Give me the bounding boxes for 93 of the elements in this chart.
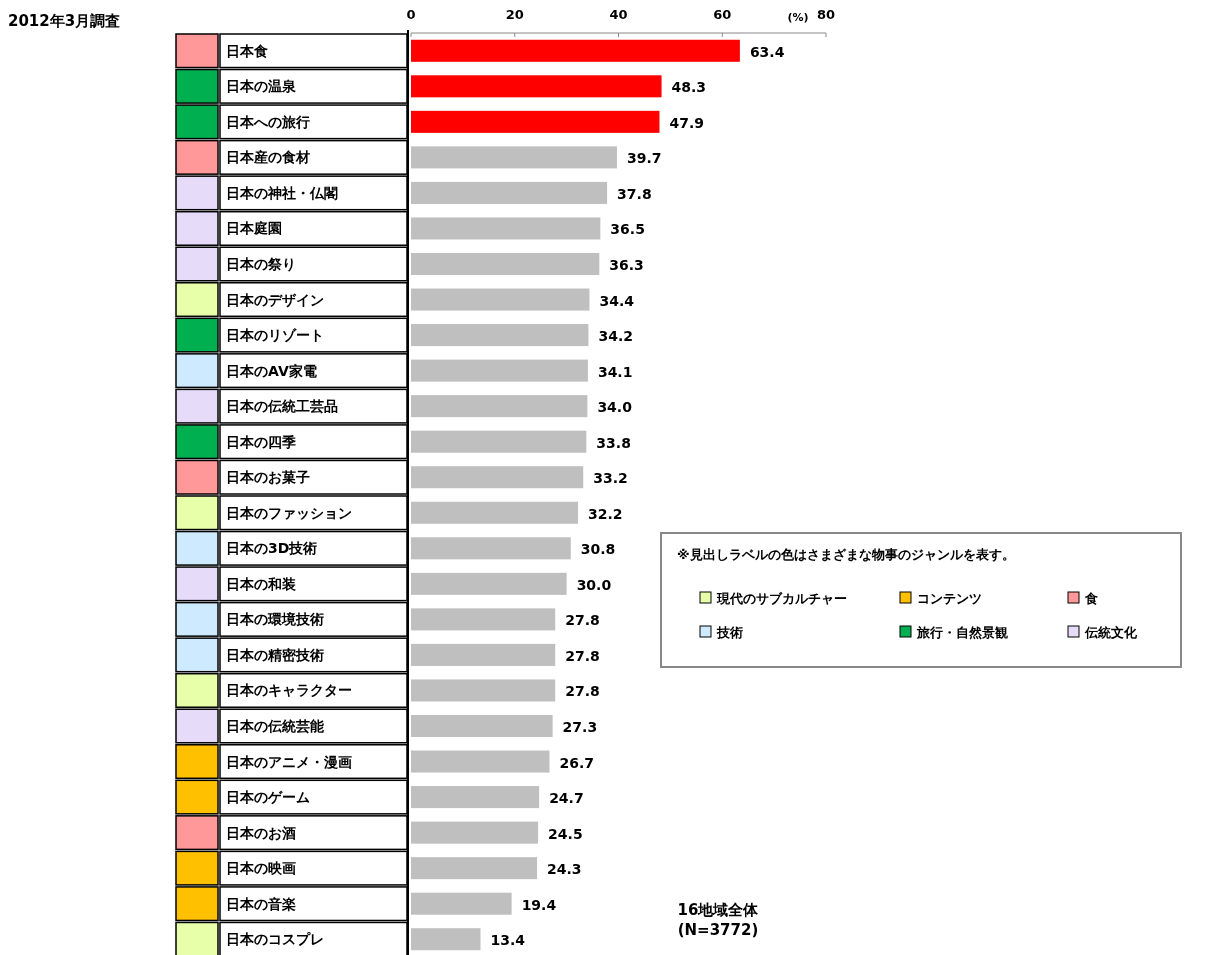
bar — [411, 892, 512, 915]
y-tick-label: 日本の祭り — [226, 256, 296, 272]
bar — [411, 501, 579, 524]
bar — [411, 786, 540, 809]
data-label: 34.2 — [598, 328, 633, 345]
y-tick-label: 日本のアニメ・漫画 — [226, 753, 352, 770]
legend-label: コンテンツ — [917, 591, 982, 606]
data-label: 34.4 — [599, 292, 635, 309]
y-tick-label: 日本の伝統工芸品 — [226, 398, 338, 415]
bar — [411, 75, 662, 98]
y-tick-label: 日本の映画 — [226, 860, 296, 877]
y-tick-label: 日本の伝統芸能 — [226, 718, 325, 734]
legend-label: 食 — [1084, 591, 1098, 606]
y-tick-label: 日本のキャラクター — [226, 682, 352, 699]
y-tick-label: 日本のリゾート — [226, 327, 324, 344]
y-tick-label: 日本の四季 — [226, 433, 296, 450]
bar — [411, 572, 567, 595]
y-tick-label: 日本のファッション — [226, 504, 352, 521]
legend-label: 技術 — [716, 625, 743, 640]
bar — [411, 714, 553, 738]
data-label: 33.8 — [596, 434, 631, 451]
y-tick-label: 日本のゲーム — [226, 789, 310, 806]
y-tick-label: 日本の3D技術 — [226, 540, 318, 557]
bar — [411, 608, 556, 631]
data-label: 27.8 — [565, 612, 600, 629]
data-label: 32.2 — [588, 505, 623, 522]
data-label: 34.0 — [597, 399, 633, 416]
data-label: 39.7 — [626, 150, 662, 167]
x-tick-label: 60 — [713, 7, 732, 22]
x-axis-title: (%) — [787, 11, 809, 24]
x-tick-label: 0 — [406, 7, 416, 22]
bar — [411, 537, 571, 560]
bar — [411, 39, 740, 62]
y-tick-label: 日本の音楽 — [226, 895, 296, 912]
bar — [411, 430, 587, 453]
y-tick-label: 日本への旅行 — [226, 113, 310, 130]
bar — [411, 821, 539, 844]
bar — [411, 857, 538, 880]
data-label: 24.5 — [548, 825, 583, 842]
y-tick-label: 日本産の食材 — [226, 149, 310, 166]
y-tick-label: 日本の和装 — [226, 575, 296, 592]
bar — [411, 643, 556, 666]
y-tick-label: 日本の環境技術 — [226, 611, 324, 628]
bar — [411, 466, 584, 489]
legend-label: 現代のサブカルチャー — [716, 591, 847, 606]
y-tick-label: 日本のお菓子 — [226, 469, 310, 486]
data-label: 34.1 — [597, 363, 633, 380]
x-tick-label: 40 — [609, 7, 628, 22]
y-tick-label: 日本のデザイン — [226, 291, 324, 308]
bar — [411, 146, 617, 169]
data-label: 13.4 — [490, 932, 526, 949]
bar — [411, 181, 608, 204]
bar — [411, 110, 660, 133]
data-label: 26.7 — [559, 754, 595, 771]
data-label: 37.8 — [617, 185, 652, 202]
data-label: 27.8 — [565, 683, 600, 700]
data-label: 27.3 — [562, 719, 598, 735]
bar — [411, 395, 588, 418]
legend-label: 伝統文化 — [1084, 625, 1138, 640]
annotation: 16地域全体 (N=3772) — [677, 901, 760, 939]
data-label: 48.3 — [671, 79, 707, 96]
data-label: 33.2 — [593, 470, 628, 487]
bar — [411, 928, 481, 951]
bar — [411, 217, 601, 240]
bar — [411, 324, 589, 347]
data-label: 24.3 — [547, 861, 582, 878]
text: 2012年3月調査 — [8, 12, 121, 30]
data-label: 19.4 — [521, 896, 557, 913]
bar — [411, 288, 590, 311]
legend-title: ※見出しラベルの色はさまざまな物事のジャンルを表す。 — [677, 547, 1015, 562]
data-label: 63.4 — [749, 43, 785, 60]
y-tick-label: 日本のAV家電 — [226, 362, 317, 379]
legend-label: 旅行・自然景観 — [916, 625, 1008, 640]
y-tick-label: 日本庭園 — [226, 220, 282, 237]
bar — [411, 359, 588, 382]
y-tick-label: 日本食 — [226, 42, 268, 59]
bar — [411, 252, 600, 276]
y-tick-label: 日本の神社・仏閣 — [226, 184, 338, 201]
y-tick-label: 日本の温泉 — [226, 78, 296, 95]
data-label: 30.0 — [576, 576, 612, 593]
x-tick-label: 20 — [505, 7, 524, 22]
bar — [411, 750, 550, 773]
data-label: 36.5 — [610, 221, 645, 238]
y-tick-label: 日本の精密技術 — [226, 646, 324, 663]
x-tick-label: 80 — [816, 7, 836, 22]
data-label: 47.9 — [669, 114, 705, 131]
data-label: 30.8 — [580, 541, 616, 558]
bar — [411, 679, 556, 702]
data-label: 24.7 — [549, 790, 584, 807]
data-label: 27.8 — [565, 647, 600, 664]
y-tick-label: 日本のお酒 — [226, 824, 296, 841]
data-label: 36.3 — [609, 257, 644, 273]
y-tick-label: 日本のコスプレ — [226, 931, 324, 948]
